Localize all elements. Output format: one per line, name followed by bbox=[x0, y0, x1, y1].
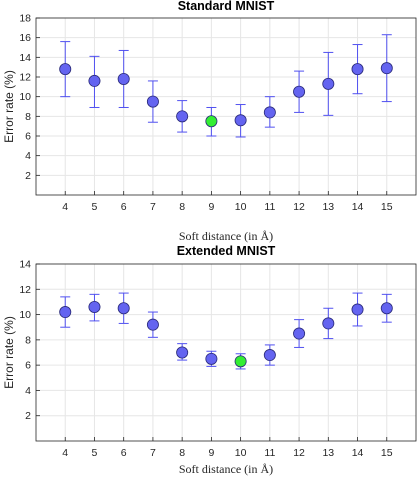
x-tick-label: 12 bbox=[293, 447, 305, 459]
plot-frame bbox=[35, 263, 417, 442]
data-point bbox=[293, 85, 306, 98]
data-point bbox=[146, 318, 159, 331]
x-tick-label: 15 bbox=[381, 201, 393, 213]
data-point bbox=[88, 74, 101, 87]
x-tick-label: 13 bbox=[322, 447, 334, 459]
y-tick-label: 2 bbox=[25, 410, 31, 422]
x-tick-label: 9 bbox=[208, 201, 214, 213]
data-point bbox=[117, 302, 130, 315]
y-tick-label: 14 bbox=[19, 259, 31, 271]
chart-standard-mnist: 4 5 6 7 8 9 10 11 12 13 14 15 2 4 6 8 10 12 14 16 18 Standard… bbox=[2, 0, 417, 243]
chart-title: Extended MNIST bbox=[177, 244, 276, 258]
y-tick-label: 6 bbox=[25, 131, 31, 143]
data-point bbox=[176, 110, 189, 123]
data-point bbox=[263, 349, 276, 362]
data-point bbox=[176, 346, 189, 359]
data-point bbox=[351, 63, 364, 76]
y-tick-label: 4 bbox=[25, 385, 31, 397]
x-tick-label: 6 bbox=[121, 201, 127, 213]
x-tick-label: 5 bbox=[92, 201, 98, 213]
data-point-best bbox=[234, 355, 247, 368]
y-tick-label: 4 bbox=[25, 150, 31, 162]
x-tick-label: 4 bbox=[62, 201, 68, 213]
y-tick-label: 2 bbox=[25, 170, 31, 182]
plot-frame bbox=[35, 17, 417, 196]
data-point bbox=[293, 327, 306, 340]
data-point bbox=[351, 303, 364, 316]
data-point bbox=[380, 62, 393, 75]
x-tick-label: 7 bbox=[150, 201, 156, 213]
x-tick-label: 9 bbox=[208, 447, 214, 459]
y-tick-label: 12 bbox=[19, 72, 31, 84]
data-point bbox=[205, 352, 218, 365]
data-point bbox=[117, 72, 130, 85]
x-tick-label: 6 bbox=[121, 447, 127, 459]
y-tick-label: 12 bbox=[19, 284, 31, 296]
x-tick-label: 10 bbox=[235, 201, 247, 213]
x-tick-label: 7 bbox=[150, 447, 156, 459]
data-point bbox=[322, 77, 335, 90]
chart-title: Standard MNIST bbox=[178, 0, 275, 13]
y-tick-label: 10 bbox=[19, 309, 31, 321]
x-axis-label: Soft distance (in Å) bbox=[179, 462, 273, 476]
y-tick-label: 18 bbox=[19, 13, 31, 25]
y-tick-label: 8 bbox=[25, 334, 31, 346]
data-point bbox=[59, 63, 72, 76]
x-tick-label: 8 bbox=[179, 201, 185, 213]
x-tick-label: 11 bbox=[264, 447, 275, 459]
x-axis-label: Soft distance (in Å) bbox=[179, 229, 273, 243]
x-tick-label: 14 bbox=[352, 201, 364, 213]
x-tick-label: 13 bbox=[322, 201, 334, 213]
data-point bbox=[88, 300, 101, 313]
x-tick-label: 11 bbox=[264, 201, 275, 213]
data-point bbox=[146, 95, 159, 108]
y-tick-label: 14 bbox=[19, 52, 31, 64]
y-tick-label: 16 bbox=[19, 32, 31, 44]
data-point bbox=[59, 306, 72, 319]
x-tick-label: 14 bbox=[352, 447, 364, 459]
y-axis-label: Error rate (%) bbox=[2, 316, 16, 389]
x-tick-label: 8 bbox=[179, 447, 185, 459]
x-tick-label: 4 bbox=[62, 447, 68, 459]
data-point-best bbox=[205, 115, 218, 128]
y-axis-label: Error rate (%) bbox=[2, 70, 16, 143]
y-tick-label: 8 bbox=[25, 111, 31, 123]
data-point bbox=[380, 302, 393, 315]
data-point bbox=[234, 114, 247, 127]
y-tick-label: 10 bbox=[19, 91, 31, 103]
data-point bbox=[322, 317, 335, 330]
y-tick-label: 6 bbox=[25, 360, 31, 372]
x-tick-label: 5 bbox=[92, 447, 98, 459]
data-point bbox=[263, 106, 276, 119]
x-tick-label: 12 bbox=[293, 201, 305, 213]
x-tick-label: 15 bbox=[381, 447, 393, 459]
x-tick-label: 10 bbox=[235, 447, 247, 459]
chart-extended-mnist: 4 5 6 7 8 9 10 11 12 13 14 15 2 4 6 8 10 12 14 Extended MNI… bbox=[2, 244, 417, 476]
